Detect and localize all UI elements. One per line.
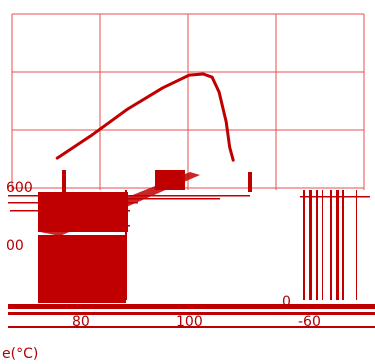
- artifact-vstripe-3: [322, 190, 323, 300]
- artifact-streak-4: [100, 198, 220, 200]
- artifact-vstripe-1: [309, 190, 312, 300]
- artifact-vline: [125, 190, 127, 300]
- artifact-vstripe-7: [356, 190, 357, 300]
- x-axis-title: e(°C): [2, 346, 38, 362]
- chart-grid: [11, 13, 365, 190]
- artifact-streak-5: [190, 195, 250, 197]
- artifact-wedge: [40, 172, 200, 236]
- artifact-streak-3: [40, 225, 130, 227]
- x-tick-label-2: -60: [298, 314, 321, 330]
- artifact-band-3: [8, 326, 375, 328]
- artifact-streak-2: [10, 210, 130, 212]
- artifact-stub-2: [248, 172, 252, 192]
- render-artifacts: [8, 170, 375, 328]
- artifact-streak-0: [8, 195, 248, 197]
- y-tick-label-1: 00: [6, 238, 24, 254]
- x-tick-label-0: 80: [72, 314, 90, 330]
- artifact-stub-1: [62, 170, 66, 192]
- artifact-vstripe-6: [342, 190, 344, 300]
- artifact-band-1: [8, 304, 375, 309]
- x-tick-label-1: 100: [176, 314, 203, 330]
- y-tick-label-0: 600: [6, 180, 33, 196]
- y-tick-label-2: 0: [282, 294, 291, 310]
- chart-series: [55, 72, 235, 162]
- artifact-vstripe-5: [336, 190, 339, 300]
- artifact-vstripe-2: [316, 190, 318, 300]
- artifact-streak-1: [8, 202, 138, 204]
- artifact-vstripe-0: [303, 190, 305, 300]
- artifact-streak-6: [300, 196, 370, 198]
- artifact-band-2: [8, 312, 375, 315]
- artifact-block-b: [38, 235, 126, 303]
- artifact-vstripe-4: [330, 190, 332, 300]
- series-line: [55, 72, 235, 162]
